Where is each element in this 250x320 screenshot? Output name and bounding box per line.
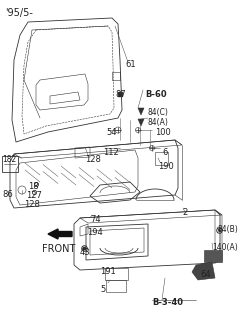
Text: 84(B): 84(B) xyxy=(218,225,239,234)
Text: 128: 128 xyxy=(85,155,101,164)
Text: 64: 64 xyxy=(200,270,210,279)
Text: 54: 54 xyxy=(106,128,117,137)
Text: 127: 127 xyxy=(26,191,42,200)
Text: 43: 43 xyxy=(80,248,90,257)
Text: 140(A): 140(A) xyxy=(212,243,238,252)
Text: 86: 86 xyxy=(2,190,13,199)
Polygon shape xyxy=(204,250,222,262)
Text: FRONT: FRONT xyxy=(42,244,76,254)
Polygon shape xyxy=(138,119,144,126)
Text: 84(A): 84(A) xyxy=(148,118,169,127)
Text: 84(C): 84(C) xyxy=(148,108,169,117)
Text: B-60: B-60 xyxy=(145,90,167,99)
Text: 194: 194 xyxy=(87,228,103,237)
Text: 191: 191 xyxy=(100,267,116,276)
Text: 61: 61 xyxy=(125,60,136,69)
Text: B-3-40: B-3-40 xyxy=(152,298,183,307)
Text: 74: 74 xyxy=(90,215,101,224)
Text: 112: 112 xyxy=(103,148,119,157)
Polygon shape xyxy=(138,108,144,115)
Polygon shape xyxy=(192,262,215,280)
FancyArrow shape xyxy=(48,229,72,239)
Text: 100: 100 xyxy=(155,128,171,137)
Text: 87: 87 xyxy=(115,90,126,99)
Text: 18: 18 xyxy=(28,182,38,191)
Text: 190: 190 xyxy=(158,162,174,171)
Text: 128: 128 xyxy=(24,200,40,209)
Text: '95/5-: '95/5- xyxy=(5,8,33,18)
Text: 5: 5 xyxy=(100,285,105,294)
Text: 6: 6 xyxy=(162,148,168,157)
Text: 2: 2 xyxy=(182,208,187,217)
Text: 182: 182 xyxy=(2,155,16,164)
